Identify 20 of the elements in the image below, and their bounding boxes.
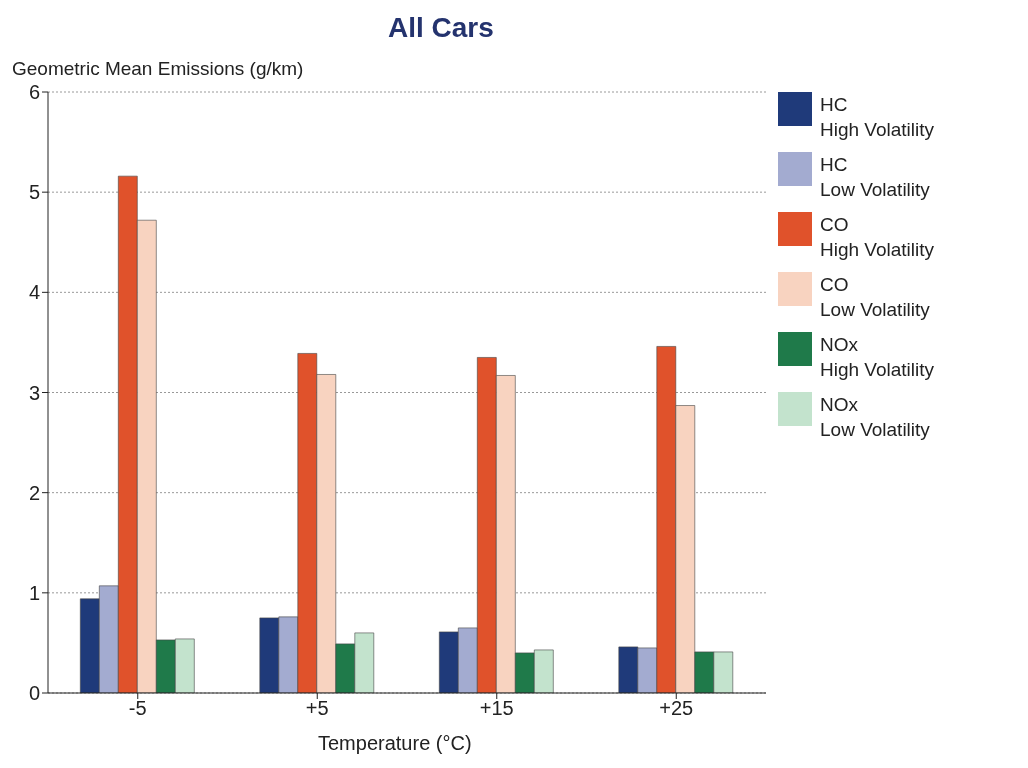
y-tick-label: 5 bbox=[28, 181, 40, 204]
legend-label: CO Low Volatility bbox=[820, 273, 930, 322]
legend-label: NOx Low Volatility bbox=[820, 393, 930, 442]
y-tick-label: 4 bbox=[28, 281, 40, 304]
y-tick-label: 3 bbox=[28, 381, 40, 404]
y-tick-label: 0 bbox=[28, 682, 40, 705]
legend-label: NOx High Volatility bbox=[820, 333, 935, 382]
x-axis-title: Temperature (°C) bbox=[318, 732, 472, 755]
y-tick-label: 1 bbox=[28, 581, 40, 604]
legend-label: CO High Volatility bbox=[820, 213, 935, 262]
x-tick-label: +15 bbox=[479, 697, 514, 720]
y-tick-label: 2 bbox=[28, 481, 40, 504]
x-tick-label: -5 bbox=[128, 697, 147, 720]
y-tick-label: 6 bbox=[28, 81, 40, 104]
legend-label: HC Low Volatility bbox=[820, 153, 930, 202]
chart-title: All Cars bbox=[388, 12, 494, 44]
y-axis-title: Geometric Mean Emissions (g/km) bbox=[12, 58, 304, 80]
x-tick-label: +5 bbox=[305, 697, 329, 720]
legend-label: HC High Volatility bbox=[820, 93, 935, 142]
x-tick-label: +25 bbox=[659, 697, 694, 720]
